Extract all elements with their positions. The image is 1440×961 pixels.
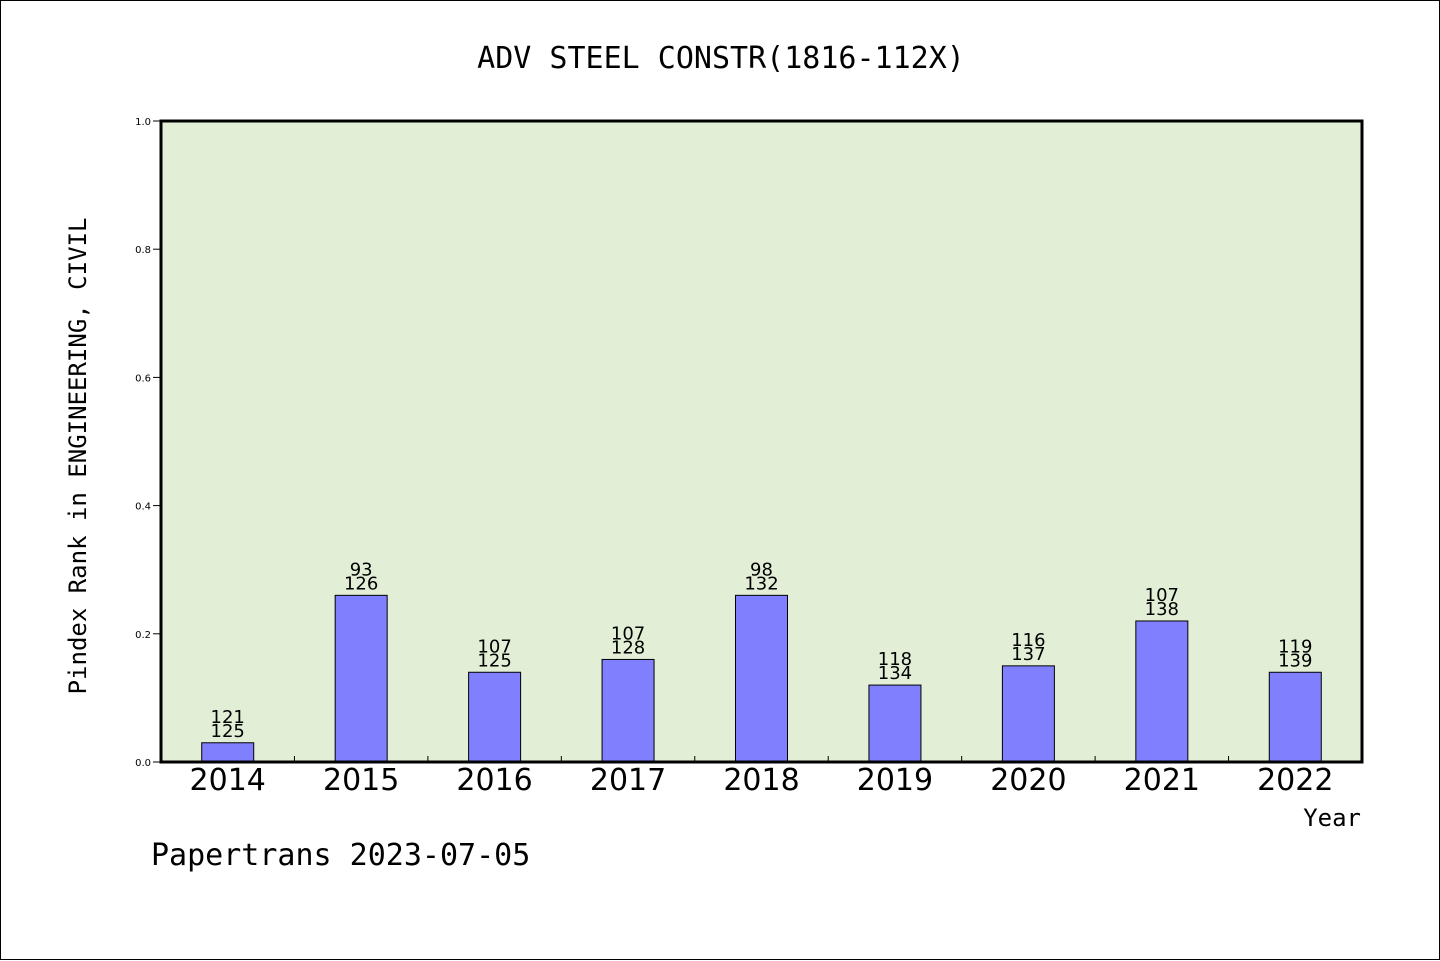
y-tick-label: 1.0: [135, 117, 151, 128]
x-axis-ticks: 2014 2015 2016 2017 2018 2019 2020 2021 2022: [190, 756, 1333, 798]
data-label-rank: 118: [878, 649, 912, 670]
x-tick-label: 2017: [590, 763, 666, 798]
data-label-total: 134: [878, 663, 912, 684]
x-tick-label: 2021: [1124, 763, 1200, 798]
bar-2015: [334, 594, 388, 763]
x-tick-label: 2014: [190, 763, 266, 798]
y-tick-label: 0.2: [135, 630, 151, 641]
x-axis-label: Year: [1303, 804, 1361, 832]
plot-border: [159, 119, 1364, 764]
data-label-rank: 93: [350, 559, 373, 580]
y-tick-label: 0.6: [135, 373, 151, 384]
data-label-rank: 98: [750, 559, 773, 580]
data-label-total: 128: [611, 637, 645, 658]
y-tick-label: 0.8: [135, 245, 151, 256]
data-label-total: 126: [344, 573, 378, 594]
x-tick-label: 2022: [1257, 763, 1333, 798]
data-label-total: 137: [1011, 644, 1045, 665]
data-label-rank: 107: [1145, 585, 1179, 606]
y-tick-label: 0.4: [135, 502, 151, 513]
bar-2018: [735, 594, 788, 763]
data-label-total: 139: [1278, 650, 1312, 671]
x-tick-label: 2019: [857, 763, 933, 798]
x-tick-label: 2015: [323, 763, 399, 798]
data-label-rank: 116: [1011, 630, 1045, 651]
bar-2021: [1135, 620, 1189, 763]
data-label-rank: 121: [211, 707, 245, 728]
y-axis-label: Pindex Rank in ENGINEERING, CIVIL: [64, 218, 92, 695]
credit-text: Papertrans 2023-07-05: [151, 838, 530, 873]
y-tick-label: 0.0: [135, 758, 151, 769]
x-tick-label: 2016: [456, 763, 532, 798]
x-tick-label: 2018: [723, 763, 799, 798]
data-label-total: 132: [744, 573, 778, 594]
data-labels-group: 1211259312610712510712898132118134116137…: [211, 559, 1313, 741]
bars-group: [201, 594, 1322, 763]
data-label-rank: 107: [611, 623, 645, 644]
bar-2014: [201, 742, 255, 763]
bar-2022: [1268, 671, 1322, 763]
x-tick-label: 2020: [990, 763, 1066, 798]
bar-2020: [1001, 665, 1055, 763]
data-label-rank: 119: [1278, 636, 1312, 657]
chart-title: ADV STEEL CONSTR(1816-112X): [477, 41, 965, 76]
bar-2016: [468, 671, 522, 763]
bar-2017: [601, 658, 655, 763]
data-label-total: 125: [477, 650, 511, 671]
bar-2019: [868, 684, 922, 763]
data-label-total: 138: [1145, 599, 1179, 620]
data-label-rank: 107: [477, 636, 511, 657]
data-label-total: 125: [211, 721, 245, 742]
y-axis-ticks: 0.0 0.2 0.4 0.6 0.8 1.0: [135, 117, 161, 769]
